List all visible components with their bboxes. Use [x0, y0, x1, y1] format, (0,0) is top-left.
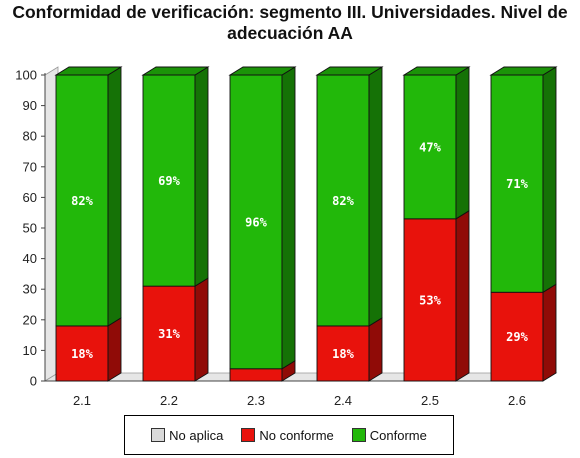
- y-tick-label: 50: [23, 221, 37, 236]
- x-tick-label: 2.2: [160, 393, 178, 408]
- bar-no-conforme-2.3: [229, 368, 283, 382]
- legend-swatch-no-aplica: [151, 428, 166, 442]
- y-tick-label: 80: [23, 129, 37, 144]
- legend-label-conforme: Conforme: [369, 427, 427, 443]
- y-tick-label: 70: [23, 159, 37, 174]
- y-tick-label: 100: [15, 68, 37, 83]
- bars: [54, 66, 558, 382]
- legend-item-no-aplica: No aplica: [151, 428, 223, 443]
- data-label-conforme-2.6: 71%: [506, 177, 528, 191]
- bar-side-no-conforme-2.5: [455, 210, 470, 382]
- bar-conforme-2.3: [229, 74, 283, 370]
- x-tick-label: 2.3: [247, 393, 265, 408]
- bar-side-no-conforme-2.6: [542, 283, 557, 382]
- bar-top-2.5: [402, 66, 471, 76]
- bar-conforme-2.2: [142, 74, 196, 287]
- legend-label-no-aplica: No aplica: [169, 427, 224, 443]
- data-label-no-conforme-2.4: 18%: [332, 347, 354, 361]
- x-tick-label: 2.1: [73, 393, 91, 408]
- bar-top-2.4: [315, 66, 384, 76]
- bar-side-conforme-2.2: [194, 66, 209, 287]
- bar-side-conforme-2.3: [281, 66, 296, 370]
- y-tick-label: 40: [23, 251, 37, 266]
- legend-item-no-conforme: No conforme: [241, 427, 334, 443]
- data-label-conforme-2.4: 82%: [332, 194, 354, 208]
- data-label-no-conforme-2.5: 53%: [419, 293, 441, 307]
- legend-label-no-conforme: No conforme: [259, 427, 334, 443]
- data-label-no-conforme-2.2: 31%: [158, 327, 180, 341]
- bar-top-2.6: [489, 66, 558, 76]
- bar-conforme-2.1: [55, 74, 109, 327]
- y-tick-label: 60: [23, 190, 37, 205]
- bar-top-2.1: [54, 66, 123, 76]
- y-tick-label: 0: [30, 374, 37, 389]
- legend-item-conforme: Conforme: [351, 427, 427, 443]
- legend: No aplica No conforme Conforme: [124, 415, 454, 455]
- bar-top-2.2: [141, 66, 210, 76]
- data-label-no-conforme-2.6: 29%: [506, 330, 528, 344]
- x-tick-label: 2.4: [334, 393, 352, 408]
- bar-top-2.3: [228, 66, 297, 76]
- x-tick-label: 2.6: [508, 393, 526, 408]
- bar-side-conforme-2.5: [455, 66, 470, 220]
- bar-side-conforme-2.4: [368, 66, 383, 327]
- bar-side-no-conforme-2.2: [194, 277, 209, 382]
- floor: [43, 372, 558, 382]
- data-label-conforme-2.1: 82%: [71, 194, 93, 208]
- bar-side-conforme-2.6: [542, 66, 557, 294]
- y-tick-label: 30: [23, 282, 37, 297]
- bar-labels: 2.1 18% 82% 2.2 31% 69% 2.3 96% 2.4 18% 82% 2.5 53% 4…: [71, 140, 528, 408]
- y-tick-label: 10: [23, 343, 37, 358]
- data-label-no-conforme-2.1: 18%: [71, 347, 93, 361]
- legend-swatch-conforme: [351, 428, 366, 442]
- data-label-conforme-2.2: 69%: [158, 174, 180, 188]
- bar-side-conforme-2.1: [107, 66, 122, 327]
- bar-no-conforme-2.5: [403, 218, 457, 382]
- bar-no-conforme-2.4: [316, 325, 370, 382]
- bar-conforme-2.6: [490, 74, 544, 293]
- bar-conforme-2.4: [316, 74, 370, 327]
- bar-conforme-2.5: [403, 74, 457, 220]
- legend-swatch-no-conforme: [241, 428, 256, 442]
- x-tick-label: 2.5: [421, 393, 439, 408]
- bar-side-no-conforme-2.4: [368, 317, 383, 382]
- bar-side-no-conforme-2.1: [107, 317, 122, 382]
- data-label-conforme-2.3: 96%: [245, 215, 267, 229]
- y-tick-label: 20: [23, 312, 37, 327]
- data-label-conforme-2.5: 47%: [419, 140, 441, 154]
- chart-title: Conformidad de verificación: segmento II…: [12, 2, 568, 43]
- y-tick-label: 90: [23, 98, 37, 113]
